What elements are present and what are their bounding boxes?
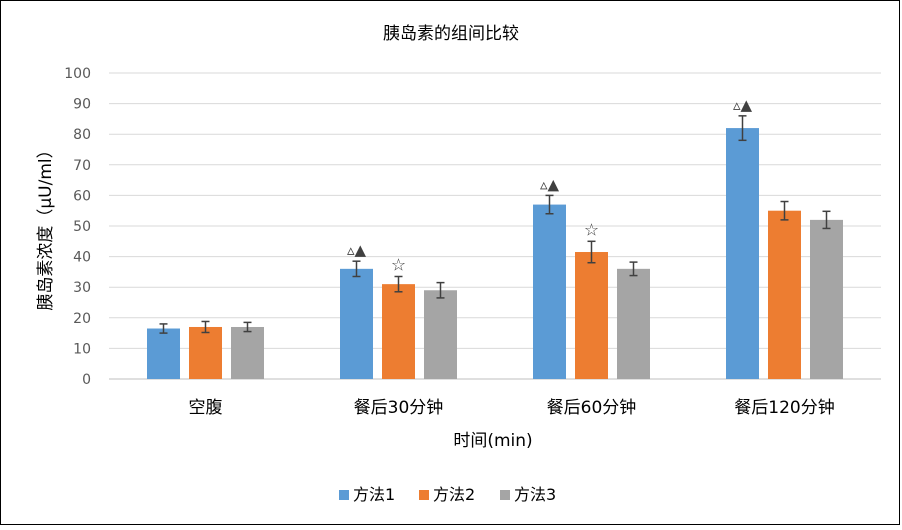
legend-label: 方法2 (433, 485, 475, 504)
y-tick-labels: 0 10 20 30 40 50 60 70 80 90 100 (64, 66, 91, 388)
y-tick-label: 100 (64, 66, 91, 82)
chart-title: 胰岛素的组间比较 (383, 24, 519, 44)
bar (810, 219, 843, 379)
bar (231, 326, 264, 379)
y-tick-label: 80 (73, 127, 91, 143)
y-tick-label: 20 (73, 311, 91, 327)
bar (189, 326, 222, 379)
bar (617, 268, 650, 379)
y-axis-label: 胰岛素浓度（μU/ml） (36, 141, 56, 310)
error-bars (159, 115, 831, 334)
bar (533, 204, 566, 379)
x-tick-label: 餐后30分钟 (354, 398, 444, 418)
gridlines (109, 72, 881, 380)
bar (424, 290, 457, 379)
annotation-mark: ☆ (391, 255, 406, 275)
bar (147, 328, 180, 379)
x-tick-labels: 空腹 餐后30分钟 餐后60分钟 餐后120分钟 (189, 398, 835, 418)
bar (340, 268, 373, 379)
annotation-mark: ☆ (584, 220, 599, 240)
y-tick-label: 10 (73, 341, 91, 357)
x-tick-label: 空腹 (189, 398, 223, 418)
legend-label: 方法3 (514, 485, 556, 504)
y-tick-label: 60 (73, 188, 91, 204)
bars (147, 128, 843, 379)
legend-label: 方法1 (353, 485, 395, 504)
bar (768, 210, 801, 379)
legend-swatch (339, 490, 349, 500)
legend-swatch (419, 490, 429, 500)
bar (382, 284, 415, 379)
y-tick-label: 90 (73, 97, 91, 113)
y-tick-label: 30 (73, 280, 91, 296)
x-axis-label: 时间(min) (453, 431, 532, 451)
legend-swatch (500, 490, 510, 500)
annotation-mark: ▵▲ (347, 241, 367, 259)
x-tick-label: 餐后60分钟 (547, 398, 637, 418)
annotation-mark: ▵▲ (733, 96, 753, 114)
y-tick-label: 0 (82, 372, 91, 388)
annotations: ▵▲ ☆ ▵▲ ☆ ▵▲ (347, 96, 753, 276)
annotation-mark: ▵▲ (540, 175, 560, 193)
legend: 方法1 方法2 方法3 (339, 485, 556, 504)
x-tick-label: 餐后120分钟 (734, 398, 834, 418)
y-tick-label: 50 (73, 219, 91, 235)
bar (726, 128, 759, 379)
y-tick-label: 70 (73, 158, 91, 174)
y-tick-label: 40 (73, 250, 91, 266)
bar (575, 252, 608, 379)
